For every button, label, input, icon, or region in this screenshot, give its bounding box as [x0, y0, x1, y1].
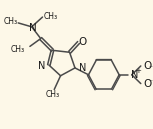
- Text: CH₃: CH₃: [45, 90, 60, 99]
- Text: N: N: [29, 23, 36, 33]
- Text: +: +: [135, 68, 141, 74]
- Text: O: O: [144, 61, 152, 71]
- Text: CH₃: CH₃: [10, 45, 24, 54]
- Text: CH₃: CH₃: [3, 17, 17, 26]
- Text: O: O: [144, 79, 152, 89]
- Text: N: N: [79, 63, 86, 73]
- Text: O: O: [78, 38, 86, 47]
- Text: ⁻: ⁻: [148, 63, 152, 72]
- Text: N: N: [131, 70, 138, 80]
- Text: ⁻: ⁻: [148, 77, 152, 86]
- Text: N: N: [38, 61, 45, 71]
- Text: CH₃: CH₃: [43, 12, 58, 21]
